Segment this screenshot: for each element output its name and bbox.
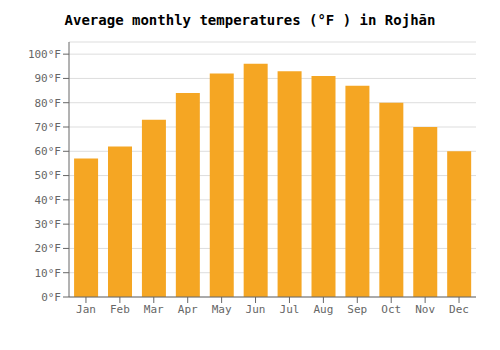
svg-text:Oct: Oct (381, 303, 401, 316)
svg-text:70°F: 70°F (35, 121, 62, 134)
svg-text:40°F: 40°F (35, 194, 62, 207)
html-text:Average monthly temperatures (: Average monthly temperatures (°F ) in Ro… (64, 12, 436, 28)
svg-text:100°F: 100°F (28, 48, 61, 61)
svg-text:Aug: Aug (313, 303, 333, 316)
svg-text:Sep: Sep (347, 303, 367, 316)
svg-text:90°F: 90°F (35, 72, 62, 85)
svg-text:Jun: Jun (246, 303, 266, 316)
svg-text:30°F: 30°F (35, 218, 62, 231)
svg-text:Feb: Feb (110, 303, 130, 316)
svg-text:Apr: Apr (178, 303, 198, 316)
svg-text:May: May (212, 303, 232, 316)
svg-text:Jan: Jan (76, 303, 96, 316)
svg-text:60°F: 60°F (35, 145, 62, 158)
svg-text:50°F: 50°F (35, 169, 62, 182)
svg-text:Dec: Dec (449, 303, 469, 316)
svg-text:0°F: 0°F (41, 291, 61, 304)
svg-text:80°F: 80°F (35, 97, 62, 110)
svg-text:Mar: Mar (144, 303, 164, 316)
svg-text:Nov: Nov (415, 303, 435, 316)
svg-text:20°F: 20°F (35, 242, 62, 255)
svg-text:Jul: Jul (280, 303, 300, 316)
svg-text:10°F: 10°F (35, 267, 62, 280)
